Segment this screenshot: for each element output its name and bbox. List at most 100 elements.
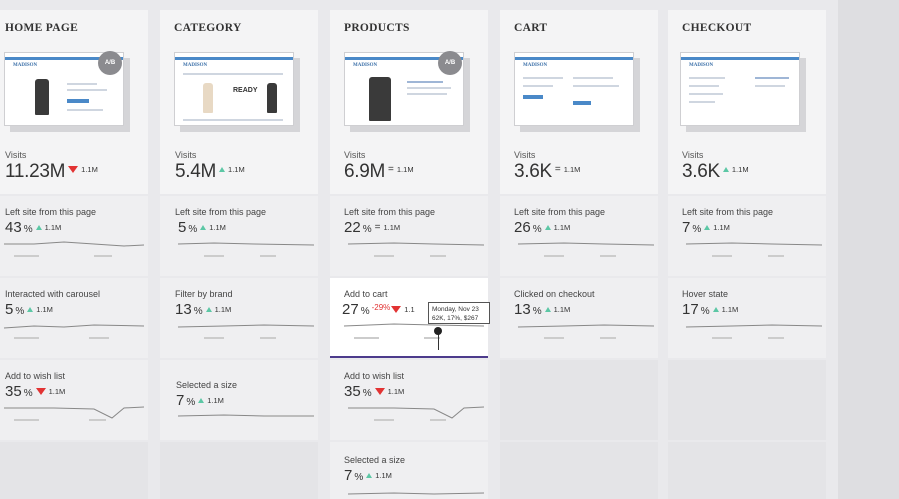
metric-card[interactable]: Left site from this page 43% 1.1M — [0, 196, 148, 276]
metric-label: Selected a size — [176, 380, 238, 390]
metric-card[interactable]: Filter by brand 13% 1.1M — [160, 278, 318, 358]
page-thumbnail[interactable]: MADISON — [680, 52, 806, 132]
step-title: CATEGORY — [174, 22, 242, 34]
metric-value: 43 — [5, 219, 22, 236]
metric-unit: % — [532, 306, 542, 317]
visits-delta: 1.1M — [563, 165, 581, 174]
metric-card-selected[interactable]: Add to cart 27% -29% 1.1 Monday, Nov 23 … — [330, 278, 490, 358]
visits-value: 3.6K — [682, 161, 720, 182]
trend-down-icon — [35, 388, 46, 395]
step-header[interactable]: CART MADISON Visits 3.6K = 1.1M — [500, 10, 658, 194]
sparkline — [177, 242, 314, 257]
visits-delta: 1.1M — [396, 165, 414, 174]
trend-up-icon — [544, 225, 551, 230]
metric-delta: 1.1M — [383, 223, 401, 232]
step-header[interactable]: CATEGORY MADISON READY Visits 5.4M 1.1M — [160, 10, 318, 194]
column-category: CATEGORY MADISON READY Visits 5.4M 1.1M … — [160, 10, 318, 499]
metric-label: Clicked on checkout — [514, 289, 595, 299]
thumb-logo: MADISON — [523, 63, 548, 68]
metric-card[interactable]: Selected a size 7% 1.1M — [330, 442, 488, 499]
sparkline — [348, 406, 484, 421]
metric-value: 7 — [682, 219, 691, 236]
metric-card[interactable]: Add to wish list 35% 1.1M — [0, 360, 148, 440]
empty-card — [500, 442, 658, 499]
metric-value: 35 — [344, 383, 361, 400]
tooltip-point[interactable] — [434, 327, 442, 335]
thumb-headline: READY — [233, 87, 258, 94]
sparkline — [177, 414, 314, 417]
metric-unit: % — [360, 306, 370, 317]
trend-up-icon — [704, 225, 711, 230]
metric-card[interactable]: Left site from this page 26% 1.1M — [500, 196, 658, 276]
metric-unit: % — [188, 224, 198, 235]
empty-card — [668, 442, 826, 499]
metric-change-percent: -29% — [371, 303, 391, 312]
metric-delta: 1.1M — [36, 305, 53, 314]
visits-value: 5.4M — [175, 161, 217, 182]
trend-equal-icon: = — [374, 222, 381, 233]
metric-label: Selected a size — [344, 455, 406, 465]
metric-value: 13 — [175, 301, 192, 318]
metric-value: 26 — [514, 219, 531, 236]
metric-card[interactable]: Clicked on checkout 13% 1.1M — [500, 278, 658, 358]
ab-test-badge[interactable]: A/B — [98, 51, 122, 75]
trend-equal-icon: = — [388, 164, 394, 175]
visits-label: Visits — [5, 150, 27, 160]
metric-delta: 1.1M — [207, 396, 224, 405]
trend-up-icon — [712, 307, 719, 312]
step-header[interactable]: HOME PAGE MADISON A/B Visits 11.23M 1.1M — [0, 10, 148, 194]
metric-card[interactable]: Hover state 17% 1.1M — [668, 278, 826, 358]
metric-unit: % — [354, 472, 364, 483]
page-thumbnail[interactable]: MADISON READY — [174, 52, 300, 132]
sparkline — [517, 242, 654, 257]
trend-down-icon — [374, 388, 385, 395]
step-title: HOME PAGE — [5, 22, 79, 34]
metric-card[interactable]: Add to wish list 35% 1.1M — [330, 360, 488, 440]
visits-value: 6.9M — [344, 161, 386, 182]
sparkline — [4, 241, 144, 257]
thumb-logo: MADISON — [13, 63, 38, 68]
step-header[interactable]: CHECKOUT MADISON Visits 3.6K 1.1M — [668, 10, 826, 194]
trend-down-icon — [391, 306, 402, 313]
tooltip-guide-line — [438, 330, 439, 350]
page-thumbnail[interactable]: MADISON — [514, 52, 640, 132]
sparkline — [685, 242, 822, 257]
empty-card — [668, 360, 826, 440]
column-checkout: CHECKOUT MADISON Visits 3.6K 1.1M Left s… — [668, 10, 826, 499]
visits-value: 11.23M — [5, 161, 66, 182]
metric-label: Left site from this page — [5, 207, 97, 217]
empty-card — [160, 442, 318, 499]
metric-unit: % — [532, 224, 542, 235]
metric-delta: 1.1M — [375, 471, 392, 480]
ab-test-badge[interactable]: A/B — [438, 51, 462, 75]
metric-delta: 1.1 — [404, 305, 415, 314]
metric-card[interactable]: Selected a size 7% 1.1M — [160, 360, 318, 440]
metric-unit: % — [362, 224, 372, 235]
metric-value: 22 — [344, 219, 361, 236]
page-thumbnail[interactable]: MADISON — [344, 52, 470, 132]
trend-up-icon — [219, 167, 226, 172]
step-header[interactable]: PRODUCTS MADISON A/B Visits 6.9M = 1.1M — [330, 10, 488, 194]
thumb-logo: MADISON — [353, 63, 378, 68]
trend-up-icon — [198, 398, 205, 403]
trend-up-icon — [200, 225, 207, 230]
trend-up-icon — [366, 473, 373, 478]
metric-card[interactable]: Left site from this page 5% 1.1M — [160, 196, 318, 276]
metric-delta: 1.1M — [553, 223, 571, 232]
metric-delta: 1.1M — [48, 387, 66, 396]
tooltip-values: 62K, 17%, $267 — [432, 315, 479, 322]
thumb-logo: MADISON — [183, 63, 208, 68]
metric-unit: % — [700, 306, 710, 317]
trend-up-icon — [722, 167, 729, 172]
metric-value: 7 — [344, 467, 353, 484]
visits-label: Visits — [175, 150, 197, 160]
visits-delta: 1.1M — [731, 165, 749, 174]
column-cart: CART MADISON Visits 3.6K = 1.1M Left site… — [500, 10, 658, 499]
sparkline — [3, 324, 144, 339]
metric-card[interactable]: Left site from this page 22% = 1.1M — [330, 196, 488, 276]
sparkline — [4, 406, 144, 421]
metric-label: Add to wish list — [5, 371, 66, 381]
metric-label: Left site from this page — [175, 207, 267, 217]
metric-card[interactable]: Left site from this page 7% 1.1M — [668, 196, 826, 276]
metric-card[interactable]: Interacted with carousel 5% 1.1M — [0, 278, 148, 358]
